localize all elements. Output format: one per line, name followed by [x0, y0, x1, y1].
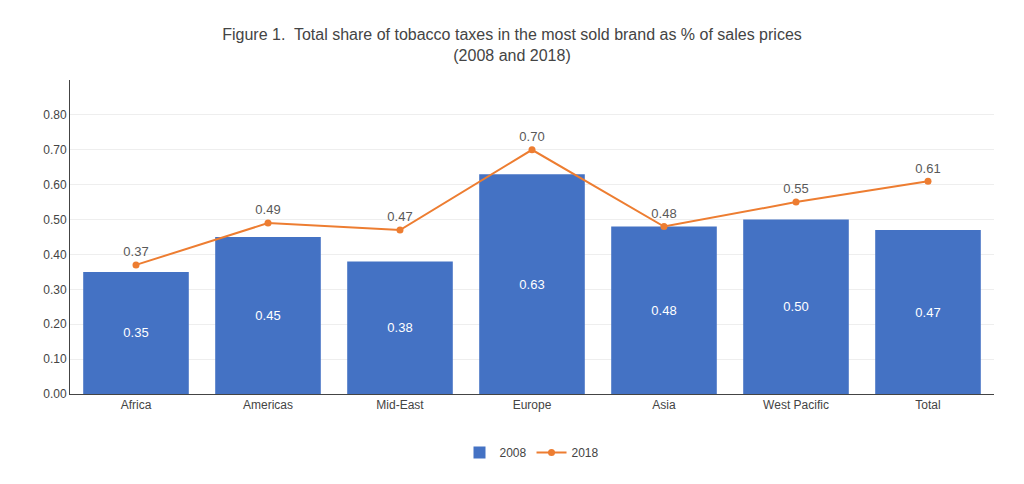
- svg-text:0.50: 0.50: [43, 213, 67, 227]
- svg-text:0.70: 0.70: [519, 129, 544, 144]
- svg-text:0.48: 0.48: [651, 303, 676, 318]
- svg-text:0.47: 0.47: [915, 305, 940, 320]
- svg-text:0.63: 0.63: [519, 277, 544, 292]
- svg-text:0.37: 0.37: [123, 244, 148, 259]
- svg-text:0.40: 0.40: [43, 248, 67, 262]
- svg-text:0.60: 0.60: [43, 178, 67, 192]
- svg-text:0.20: 0.20: [43, 317, 67, 331]
- svg-text:0.48: 0.48: [651, 206, 676, 221]
- svg-text:0.50: 0.50: [783, 299, 808, 314]
- svg-text:0.00: 0.00: [43, 387, 67, 401]
- svg-text:Figure 1. Total share of toba: Figure 1. Total share of tobacco taxes i…: [222, 26, 802, 64]
- svg-text:Americas: Americas: [243, 398, 293, 412]
- svg-text:2018: 2018: [572, 446, 599, 460]
- svg-text:0.45: 0.45: [255, 308, 280, 323]
- svg-text:0.38: 0.38: [387, 320, 412, 335]
- svg-text:0.61: 0.61: [915, 161, 940, 176]
- svg-text:Total: Total: [915, 398, 940, 412]
- svg-text:0.80: 0.80: [43, 108, 67, 122]
- svg-text:0.47: 0.47: [387, 209, 412, 224]
- svg-text:0.30: 0.30: [43, 283, 67, 297]
- svg-text:Mid-East: Mid-East: [376, 398, 424, 412]
- svg-text:0.70: 0.70: [43, 143, 67, 157]
- svg-text:2008: 2008: [500, 446, 527, 460]
- svg-text:0.49: 0.49: [255, 202, 280, 217]
- svg-text:Europe: Europe: [513, 398, 552, 412]
- svg-text:0.10: 0.10: [43, 352, 67, 366]
- svg-text:0.35: 0.35: [123, 325, 148, 340]
- svg-text:West Pacific: West Pacific: [763, 398, 829, 412]
- svg-text:Asia: Asia: [652, 398, 676, 412]
- svg-text:0.55: 0.55: [783, 181, 808, 196]
- svg-text:Africa: Africa: [121, 398, 152, 412]
